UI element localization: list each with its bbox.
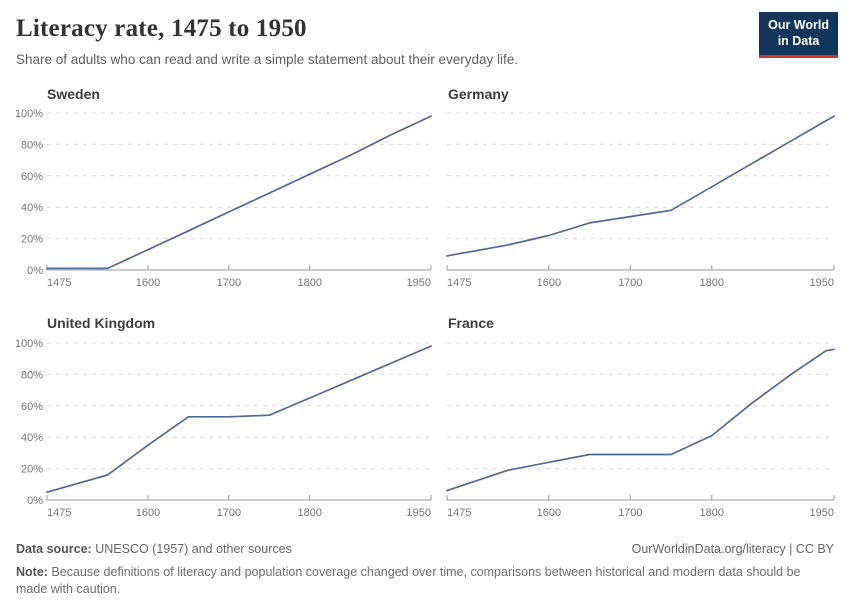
x-axis-tick-label: 1600 — [136, 277, 160, 289]
x-axis-tick-label: 1950 — [407, 507, 431, 519]
x-axis-tick-label: 1700 — [618, 277, 642, 289]
x-axis-tick-label: 1950 — [810, 507, 834, 519]
facet-title: United Kingdom — [47, 315, 156, 332]
owid-logo-line1: Our World — [768, 18, 829, 32]
source-row: Data source: UNESCO (1957) and other sou… — [16, 541, 834, 558]
facet-title: France — [448, 315, 494, 332]
x-axis-tick-label: 1800 — [700, 277, 724, 289]
owid-logo-line2: in Data — [777, 34, 820, 49]
line-chart-united-kingdom[interactable]: 0% 20% 40% 60% 80% 100% 1475 1600 1700 1800 1950 — [15, 335, 432, 522]
y-axis-tick-label: 80% — [21, 369, 43, 381]
x-axis-tick-label: 1600 — [537, 507, 561, 519]
x-axis-tick-label: 1600 — [537, 277, 561, 289]
x-axis-tick-label: 1800 — [297, 507, 321, 519]
line-chart-sweden[interactable]: 0% 20% 40% 60% 80% 100% 1475 1600 1700 1800 1950 — [15, 105, 432, 292]
facet-panel-sweden: Sweden 0% 20% 40% 60% 80% 100% 1475 1600 1700 180… — [15, 85, 432, 298]
facet-panel-france: France 1475 1600 1700 1800 1950 — [446, 315, 835, 527]
chart-footer: Data source: UNESCO (1957) and other sou… — [16, 541, 834, 599]
data-line[interactable] — [446, 347, 835, 491]
x-axis-tick-label: 1700 — [217, 507, 241, 519]
line-chart-germany[interactable]: 1475 1600 1700 1800 1950 — [446, 105, 835, 292]
x-axis-tick-label: 1475 — [447, 277, 471, 289]
x-axis-tick-label: 1950 — [407, 277, 431, 289]
y-axis-tick-label: 100% — [16, 338, 43, 350]
data-line[interactable] — [446, 115, 835, 257]
y-axis-tick-label: 0% — [27, 265, 43, 277]
note-line: Note: Because definitions of literacy an… — [16, 564, 834, 598]
chart-subtitle: Share of adults who can read and write a… — [16, 52, 519, 67]
x-axis-tick-label: 1475 — [47, 507, 71, 519]
facet-title: Germany — [448, 85, 509, 102]
y-axis-tick-label: 20% — [21, 234, 43, 246]
y-axis-tick-label: 20% — [21, 463, 43, 475]
y-axis-tick-label: 40% — [21, 202, 43, 214]
x-axis-tick-label: 1700 — [217, 277, 241, 289]
y-axis-tick-label: 60% — [21, 171, 43, 183]
x-axis-tick-label: 1475 — [447, 507, 471, 519]
page-title: Literacy rate, 1475 to 1950 — [16, 15, 307, 42]
y-axis-tick-label: 60% — [21, 400, 43, 412]
y-axis-tick-label: 40% — [21, 432, 43, 444]
line-chart-france[interactable]: 1475 1600 1700 1800 1950 — [446, 335, 835, 522]
note-label: Note: — [16, 565, 48, 580]
facet-grid: Sweden 0% 20% 40% 60% 80% 100% 1475 1600 1700 180… — [15, 85, 835, 527]
note-text: Because definitions of literacy and popu… — [16, 565, 801, 597]
data-line[interactable] — [46, 115, 432, 270]
x-axis-tick-label: 1700 — [618, 507, 642, 519]
facet-panel-united-kingdom: United Kingdom 0% 20% 40% 60% 80% 100% 1475 160… — [15, 315, 432, 527]
y-axis-tick-label: 0% — [27, 495, 43, 507]
chart-header: Literacy rate, 1475 to 1950 Our World in… — [0, 0, 850, 69]
x-axis-tick-label: 1475 — [47, 277, 71, 289]
x-axis-tick-label: 1800 — [297, 277, 321, 289]
x-axis-tick-label: 1950 — [810, 277, 834, 289]
data-source-line: Data source: UNESCO (1957) and other sou… — [16, 541, 292, 558]
x-axis-tick-label: 1800 — [700, 507, 724, 519]
attribution-link[interactable]: OurWorldinData.org/literacy | CC BY — [631, 541, 834, 556]
facet-panel-germany: Germany 1475 1600 1700 1800 1950 — [446, 86, 835, 298]
y-axis-tick-label: 80% — [21, 139, 43, 151]
x-axis-tick-label: 1600 — [136, 507, 160, 519]
data-source-text[interactable]: UNESCO (1957) and other sources — [91, 541, 292, 556]
data-source-label: Data source: — [16, 541, 92, 556]
data-line[interactable] — [46, 344, 432, 493]
owid-logo[interactable]: Our World in Data — [759, 12, 838, 58]
y-axis-tick-label: 100% — [16, 108, 43, 120]
facet-title: Sweden — [47, 85, 100, 102]
